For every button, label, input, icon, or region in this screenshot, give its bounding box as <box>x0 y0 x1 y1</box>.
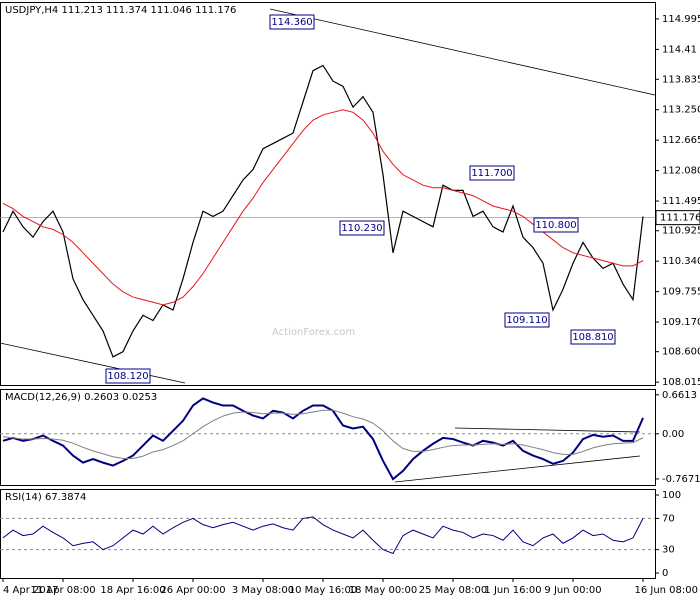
trend-line <box>394 455 641 483</box>
y-tick-label: 112.080 <box>662 166 700 177</box>
y-tick-label: 110.925 <box>662 226 700 237</box>
annotation: 109.110 <box>506 315 547 326</box>
x-tick-label: 10 May 16:00 <box>289 585 358 596</box>
annotation: 110.230 <box>341 223 382 234</box>
annotation-box <box>469 165 515 181</box>
y-tick-label: 113.835 <box>662 74 700 85</box>
y-tick-label: 113.250 <box>662 105 700 116</box>
y-tick-label: 109.170 <box>662 317 700 328</box>
annotation-box <box>570 329 616 345</box>
x-tick-label: 9 Jun 00:00 <box>544 585 601 596</box>
annotation-box <box>269 14 315 30</box>
y-tick-label: 70 <box>662 513 675 524</box>
trend-line <box>0 342 186 384</box>
panel-frame <box>0 2 656 386</box>
series-line <box>2 64 644 358</box>
y-tick-label: 109.755 <box>662 287 700 298</box>
y-tick-label: -0.7671 <box>662 474 700 485</box>
annotation: 111.700 <box>471 168 512 179</box>
y-tick-label: 0.00 <box>662 429 684 440</box>
x-tick-label: 25 May 08:00 <box>419 585 488 596</box>
series-line <box>2 516 644 555</box>
panel-title: USDJPY,H4 111.213 111.374 111.046 111.17… <box>5 5 236 16</box>
y-tick-label: 114.41 <box>662 44 697 55</box>
x-tick-label: 26 Apr 00:00 <box>160 585 225 596</box>
x-tick-label: 4 Apr 2017 <box>3 585 58 596</box>
annotation-box <box>339 220 385 236</box>
y-tick-label: 114.995 <box>662 14 700 25</box>
annotation: 110.800 <box>535 220 576 231</box>
watermark: ActionForex.com <box>272 327 355 338</box>
panel-frame <box>0 389 656 486</box>
x-tick-label: 18 Apr 16:00 <box>100 585 165 596</box>
y-tick-label: 0 <box>662 568 668 579</box>
x-tick-label: 11 Apr 08:00 <box>30 585 95 596</box>
annotation-box <box>105 368 151 384</box>
series-line <box>2 409 644 459</box>
annotation-box <box>533 217 579 233</box>
annotation: 108.810 <box>572 332 613 343</box>
annotation-box <box>504 312 550 328</box>
y-tick-label: 0.6613 <box>662 390 697 401</box>
y-tick-label: 30 <box>662 545 675 556</box>
y-tick-label: 111.495 <box>662 196 700 207</box>
panel-title: RSI(14) 67.3874 <box>5 492 86 503</box>
y-tick-label: 108.015 <box>662 377 700 388</box>
x-tick-label: 18 May 00:00 <box>349 585 418 596</box>
annotation: 114.360 <box>271 17 312 28</box>
series-line <box>2 397 644 481</box>
panel-frame <box>0 489 656 579</box>
y-tick-label: 110.340 <box>662 256 700 267</box>
y-tick-label: 112.665 <box>662 135 700 146</box>
x-tick-label: 3 May 08:00 <box>232 585 294 596</box>
panel-title: MACD(12,26,9) 0.2603 0.0253 <box>5 392 157 403</box>
x-tick-label: 1 Jun 16:00 <box>484 585 541 596</box>
x-tick-label: 16 Jun 08:00 <box>634 585 698 596</box>
last-price-label: 111.176 <box>660 213 700 224</box>
trend-line <box>269 8 656 96</box>
y-tick-label: 108.600 <box>662 347 700 358</box>
last-price-box <box>655 210 700 226</box>
annotation: 108.120 <box>107 371 148 382</box>
y-tick-label: 100 <box>662 490 681 501</box>
trend-line <box>454 427 641 433</box>
